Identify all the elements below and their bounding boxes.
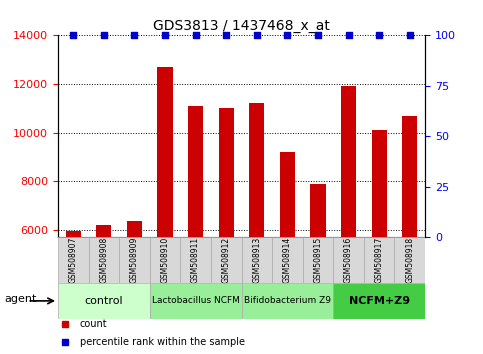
- Text: GSM508916: GSM508916: [344, 237, 353, 283]
- Text: Bifidobacterium Z9: Bifidobacterium Z9: [244, 296, 331, 306]
- Point: [192, 33, 199, 38]
- Bar: [242, 283, 333, 319]
- Bar: [58, 237, 88, 283]
- Text: GSM508918: GSM508918: [405, 237, 414, 283]
- Bar: [311, 184, 326, 354]
- Bar: [58, 283, 150, 319]
- Bar: [371, 130, 387, 354]
- Text: GSM508913: GSM508913: [252, 237, 261, 283]
- Text: NCFM+Z9: NCFM+Z9: [349, 296, 410, 306]
- Point: [130, 33, 138, 38]
- Bar: [280, 152, 295, 354]
- Text: GSM508910: GSM508910: [160, 237, 170, 283]
- Point: [345, 33, 353, 38]
- Text: Lactobacillus NCFM: Lactobacillus NCFM: [152, 296, 240, 306]
- Text: GSM508908: GSM508908: [99, 237, 108, 283]
- Text: GSM508911: GSM508911: [191, 237, 200, 283]
- Bar: [364, 237, 395, 283]
- Bar: [219, 108, 234, 354]
- Point: [284, 33, 291, 38]
- Text: GSM508914: GSM508914: [283, 237, 292, 283]
- Bar: [88, 237, 119, 283]
- Point: [161, 33, 169, 38]
- Text: percentile rank within the sample: percentile rank within the sample: [80, 337, 245, 347]
- Bar: [211, 237, 242, 283]
- Bar: [188, 106, 203, 354]
- Bar: [272, 237, 303, 283]
- Bar: [150, 283, 242, 319]
- Text: GSM508917: GSM508917: [375, 237, 384, 283]
- Point: [406, 33, 413, 38]
- Text: GSM508909: GSM508909: [130, 237, 139, 284]
- Bar: [242, 237, 272, 283]
- Bar: [402, 116, 417, 354]
- Bar: [150, 237, 180, 283]
- Text: GSM508912: GSM508912: [222, 237, 231, 283]
- Text: GSM508915: GSM508915: [313, 237, 323, 283]
- Bar: [180, 237, 211, 283]
- Bar: [157, 67, 173, 354]
- Title: GDS3813 / 1437468_x_at: GDS3813 / 1437468_x_at: [153, 19, 330, 33]
- Point: [70, 33, 77, 38]
- Point: [100, 33, 108, 38]
- Bar: [303, 237, 333, 283]
- Bar: [333, 283, 425, 319]
- Bar: [119, 237, 150, 283]
- Bar: [395, 237, 425, 283]
- Point: [222, 33, 230, 38]
- Bar: [66, 231, 81, 354]
- Bar: [96, 225, 112, 354]
- Bar: [333, 237, 364, 283]
- Text: control: control: [85, 296, 123, 306]
- Point: [314, 33, 322, 38]
- Bar: [341, 86, 356, 354]
- Bar: [249, 103, 265, 354]
- Point: [253, 33, 261, 38]
- Text: agent: agent: [5, 294, 37, 304]
- Bar: [127, 221, 142, 354]
- Text: count: count: [80, 319, 108, 329]
- Point: [375, 33, 383, 38]
- Text: GSM508907: GSM508907: [69, 237, 78, 284]
